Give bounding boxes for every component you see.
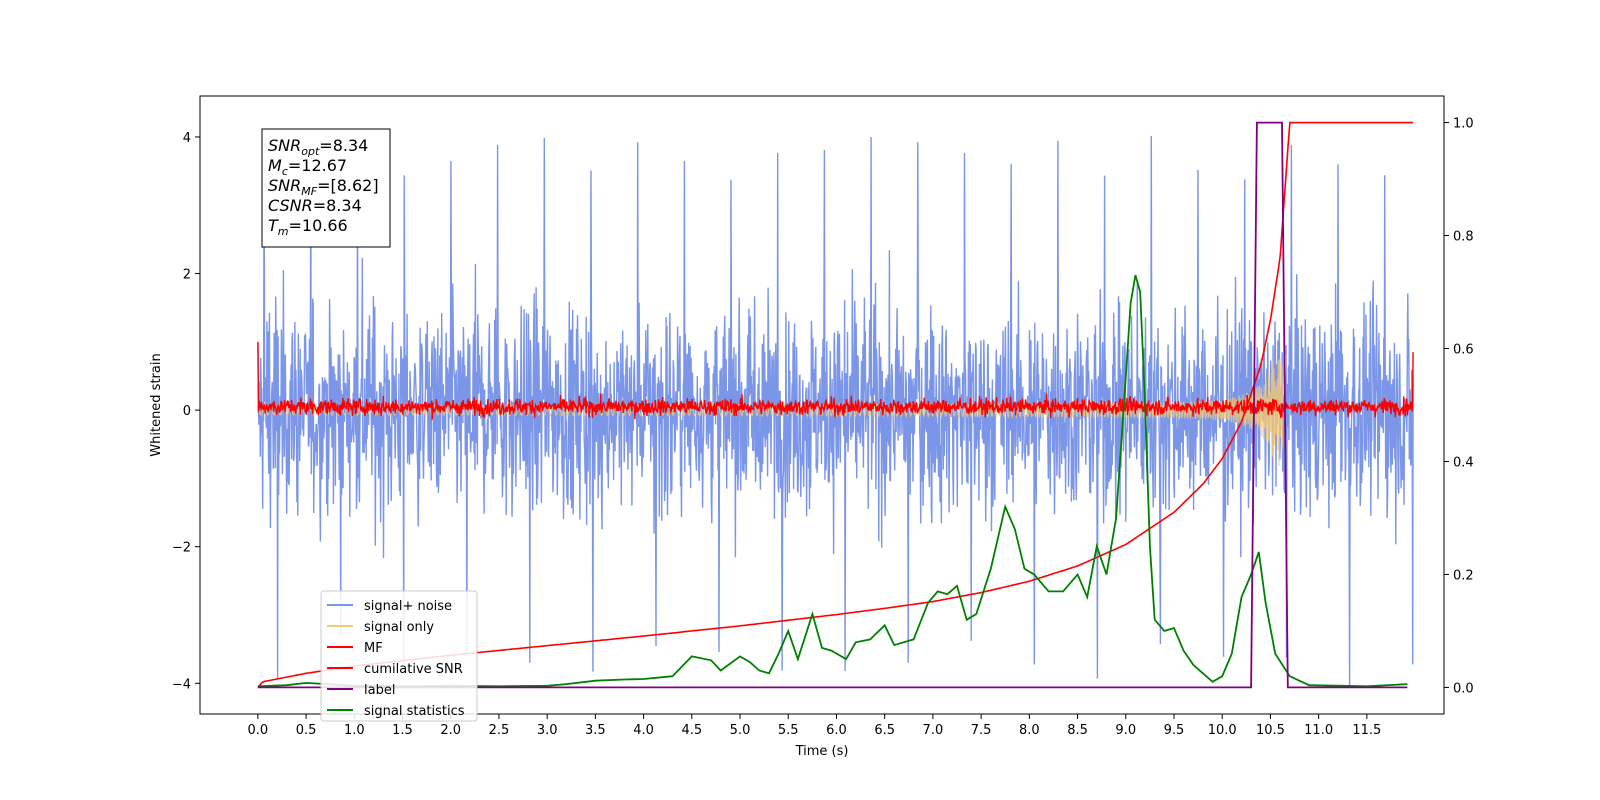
y-tick-label: 4 [183, 131, 191, 146]
x-tick-label: 5.0 [730, 723, 751, 738]
x-axis-label: Time (s) [795, 744, 849, 759]
info-line: Tm=10.66 [268, 216, 348, 238]
x-tick-label: 0.5 [296, 723, 317, 738]
x-tick-label: 7.5 [971, 723, 992, 738]
info-line-subscript: c [282, 165, 288, 178]
x-tick-label: 7.0 [923, 723, 944, 738]
legend: signal+ noise signal only MF cumilative SNR… [320, 590, 478, 722]
x-tick-label: 5.5 [778, 723, 799, 738]
legend-label: cumilative SNR [364, 662, 463, 677]
info-line-symbol: SNR [268, 176, 301, 195]
info-line-symbol: CSNR [268, 196, 313, 215]
y-tick-label: −4 [172, 677, 191, 692]
series-label-line [257, 121, 1408, 689]
info-box-frame [261, 128, 391, 248]
info-line-symbol: T [268, 216, 279, 235]
info-line-value: =12.67 [288, 156, 347, 175]
y-right-tick-label: 0.0 [1453, 681, 1474, 696]
info-line: SNRMF=[8.62] [268, 176, 379, 198]
y-right-tick-label: 1.0 [1453, 117, 1474, 132]
x-tick-label: 9.5 [1164, 723, 1185, 738]
y-axis-label: Whitened strain [149, 353, 164, 456]
x-tick-label: 6.0 [826, 723, 847, 738]
info-line: CSNR=8.34 [268, 196, 362, 215]
y-right-tick-label: 0.8 [1453, 230, 1474, 245]
legend-label: signal only [364, 620, 434, 635]
x-tick-label: 4.5 [681, 723, 702, 738]
info-line-value: =[8.62] [317, 176, 379, 195]
info-line-value: =8.34 [313, 196, 362, 215]
y-right-tick-label: 0.2 [1453, 568, 1474, 583]
x-tick-label: 4.0 [633, 723, 654, 738]
info-line-value: =10.66 [289, 216, 348, 235]
x-tick-label: 10.5 [1256, 723, 1285, 738]
x-tick-label: 6.5 [874, 723, 895, 738]
x-tick-label: 8.5 [1067, 723, 1088, 738]
x-tick-label: 2.5 [489, 723, 510, 738]
x-tick-label: 1.0 [344, 723, 365, 738]
legend-label: signal statistics [364, 704, 465, 719]
x-tick-label: 8.0 [1019, 723, 1040, 738]
info-box: SNRopt=8.34Mc=12.67SNRMF=[8.62]CSNR=8.34… [261, 128, 391, 248]
info-line-value: =8.34 [319, 136, 368, 155]
x-tick-label: 3.5 [585, 723, 606, 738]
x-tick-label: 2.0 [440, 723, 461, 738]
legend-label: signal+ noise [364, 599, 452, 614]
axes-layer: 0.0 0.5 1.0 1.5 2.0 2.5 3.0 3.5 4.0 4.5 5.0 5.5 6.0 6… [172, 117, 1474, 738]
plot-area-frame [199, 95, 1445, 715]
x-tick-label: 0.0 [248, 723, 269, 738]
info-line: SNRopt=8.34 [268, 136, 368, 158]
x-tick-label: 1.5 [392, 723, 413, 738]
x-tick-label: 11.0 [1304, 723, 1333, 738]
x-tick-label: 10.0 [1208, 723, 1237, 738]
x-tick-label: 11.5 [1352, 723, 1381, 738]
info-line-subscript: MF [301, 185, 317, 198]
info-line: Mc=12.67 [268, 156, 347, 178]
legend-label: label [364, 683, 395, 698]
info-line-subscript: m [278, 225, 289, 238]
series-mf-line [257, 341, 1414, 420]
y-tick-label: 2 [183, 268, 191, 283]
info-line-symbol: M [268, 156, 282, 175]
legend-label: MF [364, 641, 383, 656]
info-line-subscript: opt [301, 145, 320, 158]
x-tick-label: 9.0 [1115, 723, 1136, 738]
y-tick-label: 0 [183, 404, 191, 419]
y-right-tick-label: 0.6 [1453, 343, 1474, 358]
series-signal-statistics-line [257, 274, 1408, 688]
x-tick-label: 3.0 [537, 723, 558, 738]
y-tick-label: −2 [172, 541, 191, 556]
info-line-symbol: SNR [268, 136, 301, 155]
y-right-tick-label: 0.4 [1453, 455, 1474, 470]
legend-frame [320, 590, 478, 722]
